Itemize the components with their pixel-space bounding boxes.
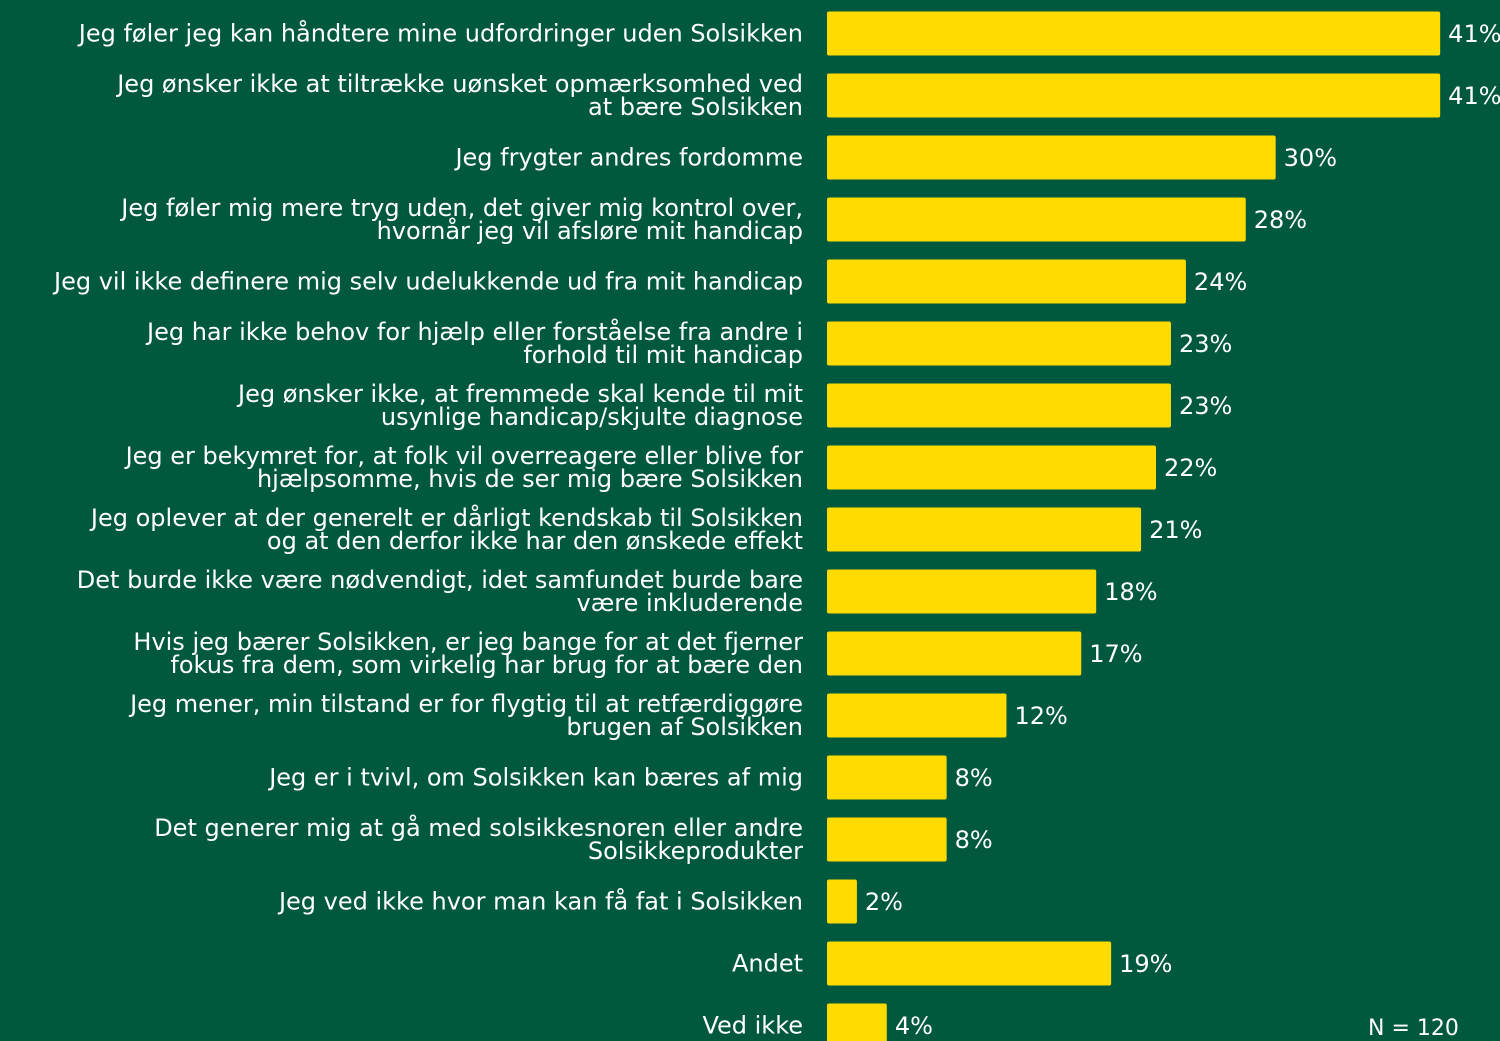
bar bbox=[827, 879, 857, 924]
value-label: 23% bbox=[1178, 391, 1233, 420]
value-label: 21% bbox=[1149, 515, 1203, 544]
value-label: 18% bbox=[1104, 577, 1158, 606]
category-label: Det generer mig at gå med solsikkesnoren… bbox=[154, 813, 803, 865]
value-label: 8% bbox=[954, 825, 993, 854]
value-label: 2% bbox=[864, 887, 903, 916]
category-label: Jeg føler mig mere tryg uden, det giver … bbox=[121, 193, 803, 245]
value-label: 24% bbox=[1193, 267, 1248, 296]
value-label: 19% bbox=[1119, 949, 1173, 978]
value-label: 8% bbox=[954, 763, 993, 792]
bar bbox=[827, 693, 1007, 738]
value-label: 12% bbox=[1014, 701, 1068, 730]
value-label: 41% bbox=[1448, 81, 1500, 110]
category-label: Jeg mener, min tilstand er for flygtig t… bbox=[130, 689, 803, 741]
bar bbox=[827, 817, 947, 862]
bar bbox=[827, 507, 1142, 552]
bar bbox=[827, 383, 1171, 428]
bar bbox=[827, 941, 1112, 986]
bar bbox=[827, 197, 1246, 242]
value-label: 41% bbox=[1448, 19, 1500, 48]
value-label: 30% bbox=[1283, 143, 1337, 172]
category-label: Jeg har ikke behov for hjælp eller forst… bbox=[147, 317, 803, 369]
category-label: Jeg ønsker ikke, at fremmede skal kende … bbox=[238, 379, 803, 431]
bar bbox=[827, 631, 1082, 676]
category-label: Jeg ønsker ikke at tiltrække uønsket opm… bbox=[117, 69, 803, 121]
sample-size-note: N = 120 bbox=[1368, 1016, 1459, 1041]
bar bbox=[827, 755, 947, 800]
bar bbox=[827, 569, 1097, 614]
value-label: 22% bbox=[1164, 453, 1218, 482]
category-label: Jeg er i tvivl, om Solsikken kan bæres a… bbox=[269, 763, 803, 791]
value-label: 17% bbox=[1089, 639, 1143, 668]
category-label: Hvis jeg bærer Solsikken, er jeg bange f… bbox=[133, 627, 803, 679]
category-label: Jeg frygter andres fordomme bbox=[455, 143, 803, 171]
category-label: Andet bbox=[731, 949, 803, 977]
category-label: Ved ikke bbox=[702, 1011, 803, 1039]
bar bbox=[827, 259, 1186, 304]
bar bbox=[827, 445, 1157, 490]
category-label: Jeg føler jeg kan håndtere mine udfordri… bbox=[78, 19, 803, 47]
bar bbox=[827, 321, 1171, 366]
value-label: 4% bbox=[894, 1011, 933, 1040]
category-label: Jeg er bekymret for, at folk vil overrea… bbox=[125, 441, 803, 493]
category-label: Jeg vil ikke definere mig selv udelukken… bbox=[53, 267, 803, 295]
category-label: Jeg oplever at der generelt er dårligt k… bbox=[90, 503, 803, 555]
bar bbox=[827, 135, 1276, 180]
value-label: 28% bbox=[1253, 205, 1308, 234]
value-label: 23% bbox=[1178, 329, 1233, 358]
category-label: Jeg ved ikke hvor man kan få fat i Solsi… bbox=[278, 887, 803, 915]
bar bbox=[827, 1003, 887, 1041]
bar bbox=[827, 73, 1441, 118]
category-label: Det burde ikke være nødvendigt, idet sam… bbox=[76, 565, 803, 617]
bar bbox=[827, 11, 1441, 56]
